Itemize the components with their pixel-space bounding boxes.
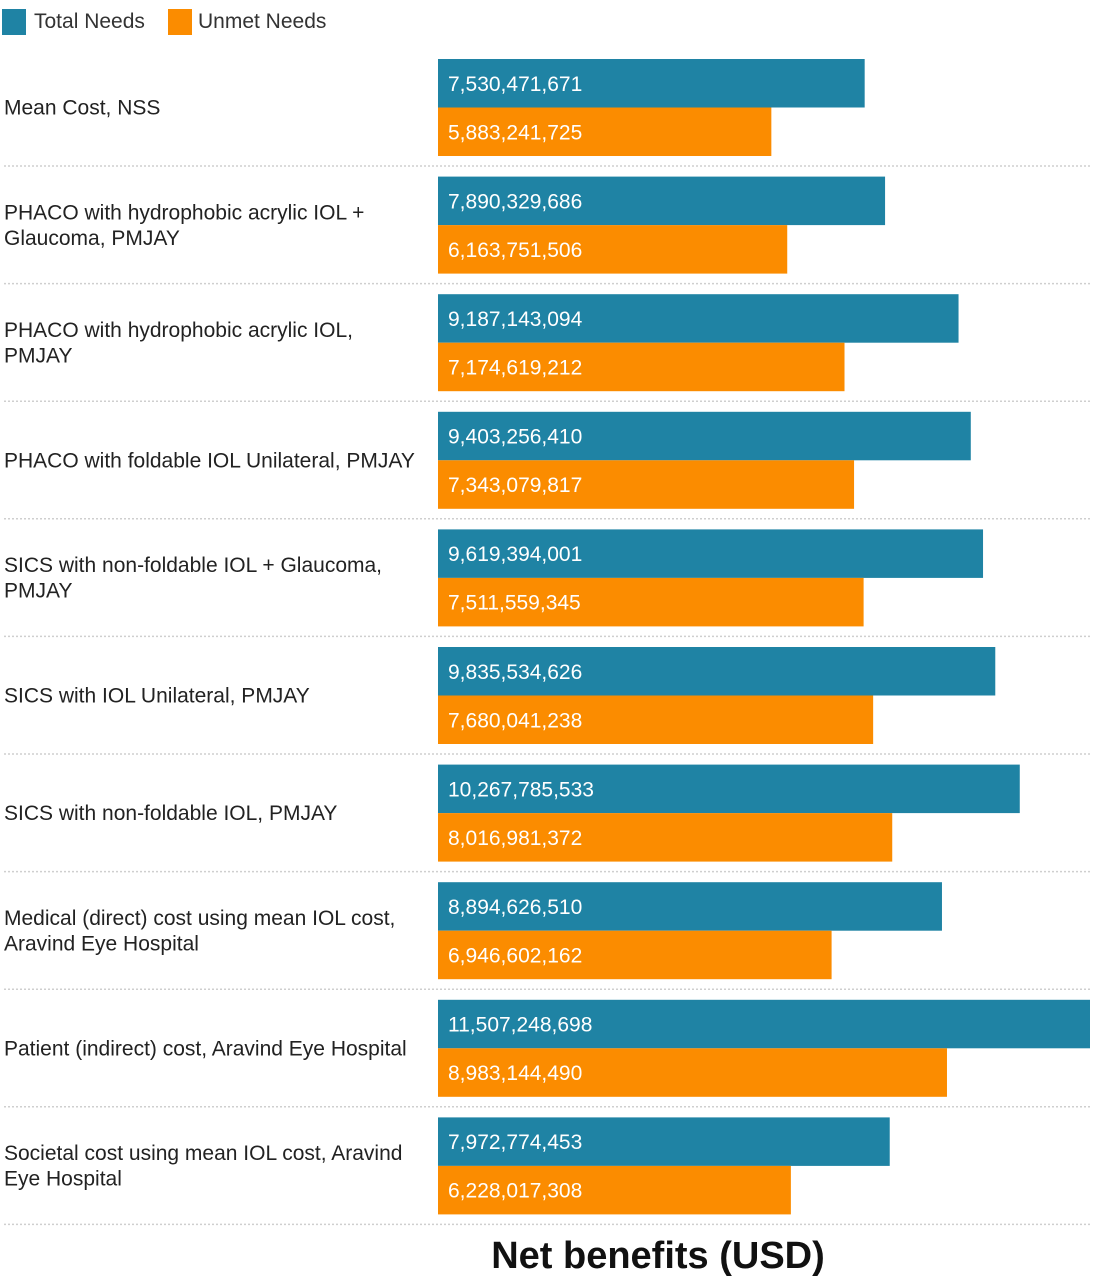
bar-value-label: 7,972,774,453 — [448, 1131, 582, 1154]
category-label-line: SICS with non-foldable IOL, PMJAY — [4, 802, 337, 825]
bar-value-label: 6,946,602,162 — [448, 944, 582, 967]
category-label: PHACO with hydrophobic acrylic IOL, PMJAY — [4, 319, 353, 368]
category-label-line: Medical (direct) cost using mean IOL cos… — [4, 907, 395, 930]
bar-total-needs — [438, 764, 1020, 814]
bar-total-needs — [438, 411, 971, 461]
bar-unmet-needs — [438, 813, 893, 862]
bar-value-label: 7,343,079,817 — [448, 474, 582, 497]
category-labels: Mean Cost, NSS PHACO with hydrophobic acr… — [4, 97, 415, 1191]
bar-value-label: 9,835,534,626 — [448, 661, 582, 684]
category-label-line: PHACO with hydrophobic acrylic IOL + — [4, 201, 364, 224]
bar-value-label: 7,890,329,686 — [448, 190, 582, 213]
bar-unmet-needs — [438, 342, 845, 392]
bar-value-label: 8,894,626,510 — [448, 896, 582, 919]
category-label-line: Glaucoma, PMJAY — [4, 227, 180, 250]
bar-value-label: 7,174,619,212 — [448, 356, 582, 379]
category-label-line: PMJAY — [4, 580, 72, 603]
bars: 7,530,471,671 5,883,241,725 7,890,329,686 6… — [438, 59, 1090, 1215]
category-label-line: PHACO with foldable IOL Unilateral, PMJA… — [4, 449, 415, 472]
category-label-line: Eye Hospital — [4, 1168, 122, 1191]
category-label: SICS with non-foldable IOL, PMJAY — [4, 802, 337, 825]
legend-label-0: Total Needs — [34, 10, 145, 33]
bar-unmet-needs — [438, 1048, 947, 1097]
category-label-line: Mean Cost, NSS — [4, 97, 160, 120]
bar-value-label: 8,983,144,490 — [448, 1062, 582, 1085]
legend: Total Needs Unmet Needs — [2, 9, 326, 35]
bar-total-needs — [438, 294, 959, 343]
bar-unmet-needs — [438, 225, 788, 274]
x-axis-title: Net benefits (USD) — [491, 1235, 825, 1277]
category-label-line: Aravind Eye Hospital — [4, 932, 199, 955]
separators — [4, 165, 1090, 1226]
bar-total-needs — [438, 176, 886, 226]
bar-total-needs — [438, 59, 865, 108]
bar-value-label: 6,228,017,308 — [448, 1180, 582, 1203]
bar-total-needs — [438, 1117, 890, 1166]
bar-value-label: 9,187,143,094 — [448, 308, 583, 331]
bar-unmet-needs — [438, 930, 832, 980]
category-label: Patient (indirect) cost, Aravind Eye Hos… — [4, 1037, 407, 1060]
category-label: Medical (direct) cost using mean IOL cos… — [4, 907, 395, 956]
category-label: PHACO with foldable IOL Unilateral, PMJA… — [4, 449, 415, 472]
legend-label-1: Unmet Needs — [198, 10, 326, 33]
bar-unmet-needs — [438, 695, 874, 744]
bar-value-label: 10,267,785,533 — [448, 778, 594, 801]
bar-unmet-needs — [438, 1165, 791, 1215]
category-label-line: PHACO with hydrophobic acrylic IOL, — [4, 319, 353, 342]
bar-value-label: 7,511,559,345 — [448, 592, 581, 615]
category-label-line: Societal cost using mean IOL cost, Aravi… — [4, 1142, 402, 1165]
category-label-line: SICS with non-foldable IOL + Glaucoma, — [4, 554, 382, 577]
bar-unmet-needs — [438, 577, 864, 627]
bar-value-label: 9,619,394,001 — [448, 543, 582, 566]
category-label: Mean Cost, NSS — [4, 97, 160, 120]
bar-value-label: 9,403,256,410 — [448, 426, 582, 449]
category-label: Societal cost using mean IOL cost, Aravi… — [4, 1142, 402, 1191]
category-label-line: SICS with IOL Unilateral, PMJAY — [4, 685, 310, 708]
bar-value-label: 11,507,248,698 — [448, 1014, 592, 1037]
category-label: SICS with non-foldable IOL + Glaucoma, PM… — [4, 554, 382, 603]
bar-value-label: 8,016,981,372 — [448, 827, 582, 850]
category-label-line: Patient (indirect) cost, Aravind Eye Hos… — [4, 1037, 407, 1060]
category-label: PHACO with hydrophobic acrylic IOL + Glau… — [4, 201, 364, 250]
bar-total-needs — [438, 647, 996, 696]
legend-swatch-0 — [2, 9, 26, 35]
bar-value-label: 6,163,751,506 — [448, 239, 582, 262]
bar-unmet-needs — [438, 107, 772, 156]
bar-total-needs — [438, 529, 984, 578]
bar-total-needs — [438, 882, 942, 931]
bar-value-label: 7,530,471,671 — [448, 73, 582, 96]
category-label: SICS with IOL Unilateral, PMJAY — [4, 685, 310, 708]
category-label-line: PMJAY — [4, 344, 72, 367]
bar-unmet-needs — [438, 460, 855, 509]
bar-value-label: 5,883,241,725 — [448, 121, 582, 144]
legend-swatch-1 — [168, 9, 192, 35]
bar-value-label: 7,680,041,238 — [448, 709, 582, 732]
bar-total-needs — [438, 999, 1090, 1049]
